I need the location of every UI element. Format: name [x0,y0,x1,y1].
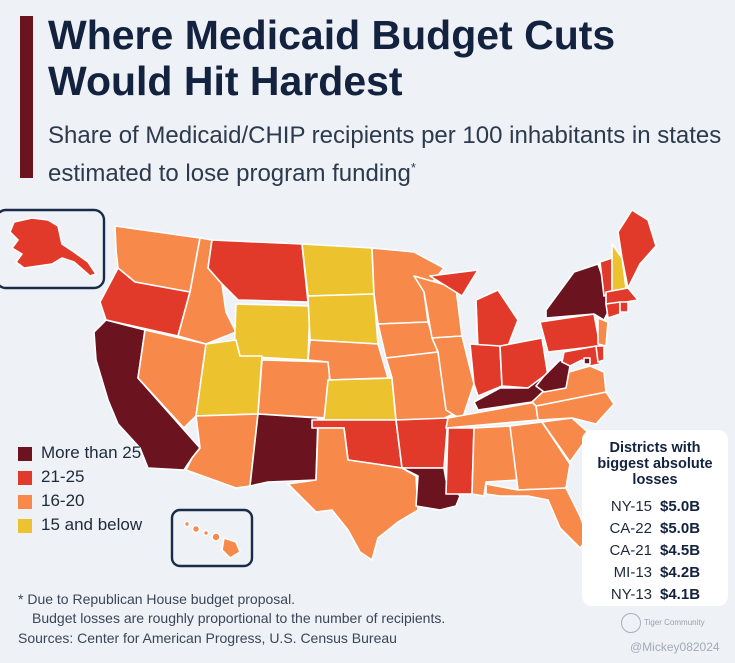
district-name: NY-15 [610,498,652,515]
subtitle-text: Share of Medicaid/CHIP recipients per 10… [48,122,722,187]
state-LA [401,467,461,511]
page-subtitle: Share of Medicaid/CHIP recipients per 10… [48,120,728,190]
legend-label-more-than-25: More than 25 [41,443,142,462]
state-FL [485,483,589,549]
state-MA [605,287,639,305]
hawaii-inset-box [170,508,254,568]
legend-item-more-than-25: More than 25 [18,443,181,463]
district-loss: $4.2B [660,564,701,581]
state-DC [583,357,591,365]
district-loss: $5.0B [660,498,701,515]
state-HI [183,520,241,559]
legend-label-21-25: 21-25 [41,467,85,486]
district-row: NY-13 $4.1B [582,584,728,606]
legend-item-15-and-below: 15 and below [18,515,181,535]
state-CO [257,359,331,419]
footnote-line-2: Budget losses are roughly proportional t… [32,610,446,626]
sources-line: Sources: Center for American Progress, U… [18,630,397,646]
state-MS [445,427,475,495]
subtitle-footnote-marker: * [410,160,416,175]
alaska-inset-box [0,208,106,290]
district-row: CA-22 $5.0B [582,518,728,540]
district-name: NY-13 [610,586,652,603]
legend-swatch-16-20 [18,495,32,509]
district-name: CA-21 [609,542,652,559]
state-ME [617,209,657,289]
watermark-logo-text: Tiger Community [644,618,705,628]
legend-item-16-20: 16-20 [18,491,181,511]
watermark-handle: @Mickey082024 [630,640,720,654]
page-title: Where Medicaid Budget Cuts Would Hit Har… [48,12,616,104]
district-loss: $4.5B [660,542,701,559]
state-KS [323,377,397,421]
us-choropleth-map [0,208,657,568]
state-CT [605,301,621,319]
district-name: MI-13 [613,564,652,581]
district-loss: $5.0B [660,520,701,537]
district-name: CA-22 [609,520,652,537]
legend-label-15-and-below: 15 and below [41,515,143,534]
district-card-title: Districts with biggest absolute losses [597,440,713,488]
legend-swatch-more-than-25 [18,447,32,461]
map-legend: More than 25 21-25 16-20 15 and below [18,443,181,539]
footnote: * Due to Republican House budget proposa… [18,590,578,628]
state-ND [301,243,375,297]
district-row: CA-21 $4.5B [582,540,728,562]
legend-label-16-20: 16-20 [41,491,85,510]
watermark-logo: Tiger Community [621,613,705,633]
legend-swatch-21-25 [18,471,32,485]
state-SD [307,293,379,345]
district-row: NY-15 $5.0B [582,496,728,518]
district-loss: $4.1B [660,586,701,603]
state-NM [249,413,319,487]
state-MI [429,269,519,351]
title-accent-bar [20,16,33,178]
state-GA [509,421,571,491]
state-RI [619,301,629,313]
state-AR [395,417,449,469]
state-AZ [185,413,259,489]
legend-item-21-25: 21-25 [18,467,181,487]
district-losses-card: Districts with biggest absolute losses N… [582,430,728,606]
state-DE [595,345,605,363]
state-TX [287,427,419,561]
state-AK [9,217,97,277]
state-IN [469,343,503,397]
district-row: MI-13 $4.2B [582,562,728,584]
footnote-line-1: * Due to Republican House budget proposa… [18,591,296,607]
legend-swatch-15-and-below [18,519,32,533]
state-WY [233,303,311,361]
state-NJ [597,317,609,347]
state-WV [535,359,571,393]
tiger-logo-icon [621,613,641,633]
